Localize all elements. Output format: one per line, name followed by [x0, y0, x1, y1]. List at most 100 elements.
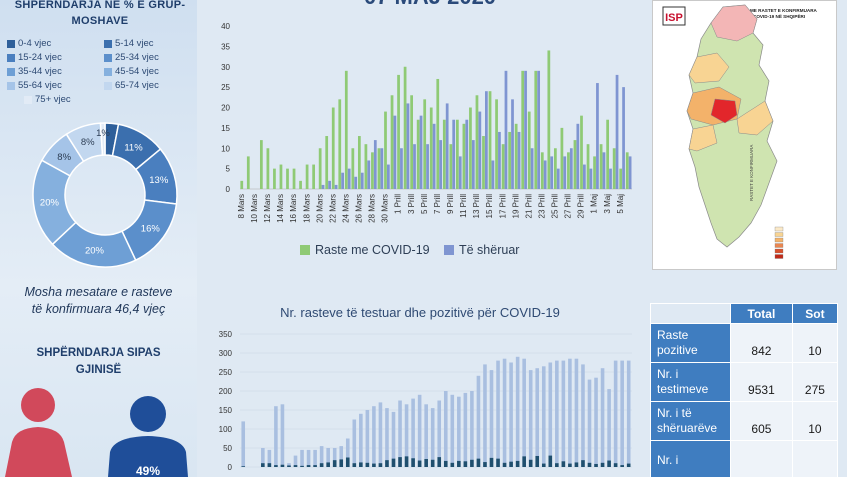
- map-legend-title: RASTET E KONFIRMUARA: [749, 145, 754, 201]
- legend-swatch: [104, 53, 112, 62]
- x-tick-label: 25 Prill: [551, 194, 560, 219]
- y-tick-label: 5: [226, 165, 231, 174]
- tests-bar: [476, 375, 481, 467]
- positive-bar: [372, 463, 376, 467]
- y-tick-label: 40: [221, 22, 230, 31]
- recovered-bar: [576, 123, 580, 189]
- tests-bar: [261, 448, 265, 467]
- recovered-bar: [537, 70, 541, 189]
- recovered-bar: [387, 164, 390, 189]
- map-legend: [774, 226, 784, 259]
- recovered-bar: [485, 91, 488, 189]
- x-tick-label: 20 Mars: [315, 194, 324, 223]
- cases-bar: [286, 168, 289, 189]
- tests-bar: [293, 455, 298, 467]
- positive-bar: [430, 459, 435, 467]
- tests-chart-title: Nr. rasteve të testuar dhe pozitivë për …: [280, 305, 560, 320]
- x-tick-label: 29 Prill: [577, 194, 586, 219]
- positive-bar: [574, 462, 579, 467]
- legend-label: 15-24 vjec: [18, 52, 62, 63]
- table-row: Nr. i të shëruarëve 605 10: [650, 401, 839, 441]
- positive-bar: [476, 458, 481, 467]
- x-tick-label: 11 Prill: [459, 194, 468, 218]
- tests-bar: [424, 404, 428, 467]
- tests-bar: [457, 396, 461, 467]
- y-tick-label: 25: [221, 83, 230, 92]
- recovered-bar: [596, 83, 599, 189]
- tests-bar: [600, 368, 605, 467]
- donut-slice-label: 1%: [96, 128, 110, 139]
- cases-bar: [482, 136, 485, 189]
- recovered-bar: [328, 180, 331, 189]
- x-tick-label: 5 Prill: [420, 194, 429, 214]
- y-tick-label: 200: [219, 387, 233, 396]
- cases-bar: [384, 111, 387, 189]
- y-tick-label: 10: [221, 144, 230, 153]
- map-title-line2: ME COVID-19 NË SHQIPËRI: [745, 13, 805, 19]
- female-figure-icon: [21, 388, 55, 422]
- y-tick-label: 20: [221, 104, 230, 113]
- age-legend-item: 0-4 vjec: [7, 38, 51, 49]
- legend-label: 25-34 vjec: [115, 52, 159, 63]
- row-today: [791, 440, 839, 477]
- age-legend-item: 35-44 vjec: [7, 66, 62, 77]
- tests-bar: [568, 358, 572, 467]
- cases-bar: [580, 115, 583, 189]
- cases-bar: [534, 70, 538, 189]
- cases-bar: [397, 74, 400, 189]
- positive-bar: [437, 457, 442, 467]
- average-age-note: Mosha mesatare e rasteve të konfirmuara …: [0, 284, 197, 318]
- cases-bar: [599, 144, 603, 189]
- legend-label: 35-44 vjec: [18, 66, 62, 77]
- cases-bar: [410, 95, 414, 189]
- legend-label: 55-64 vjec: [18, 80, 62, 91]
- positive-bar: [607, 460, 611, 467]
- tests-bar: [528, 370, 533, 467]
- legend-swatch: [7, 53, 15, 62]
- y-tick-label: 35: [221, 42, 230, 51]
- positive-bar: [404, 456, 409, 467]
- cases-bar: [390, 95, 394, 189]
- isp-logo: ISP: [662, 6, 686, 26]
- legend-swatch: [7, 39, 15, 48]
- cases-bar: [436, 78, 440, 189]
- tests-bar: [339, 446, 344, 467]
- positive-bar: [280, 464, 285, 467]
- cases-bar: [318, 148, 322, 189]
- tests-bar: [509, 362, 513, 467]
- cases-bar: [449, 144, 453, 189]
- x-tick-label: 7 Prill: [433, 194, 442, 214]
- x-tick-label: 1 Maj: [590, 194, 599, 214]
- row-today: 275: [791, 362, 839, 402]
- legend-label: 45-54 vjec: [115, 66, 159, 77]
- female-body-icon: [5, 427, 72, 477]
- cases-bar: [625, 152, 629, 189]
- positive-bar: [457, 460, 461, 467]
- y-tick-label: 100: [219, 425, 233, 434]
- cases-bar: [586, 144, 590, 189]
- recovered-bar: [400, 148, 403, 189]
- map-card: ISP HARTA ME RASTET E KONFIRMUARA ME COV…: [652, 0, 837, 270]
- svg-text:ISP: ISP: [665, 12, 683, 24]
- gender-title-line2: GJINISË: [75, 364, 122, 376]
- donut-slice-label: 11%: [124, 142, 143, 153]
- row-total: [730, 440, 793, 477]
- x-tick-label: 16 Mars: [289, 194, 298, 223]
- y-tick-label: 250: [219, 368, 233, 377]
- positive-bar: [561, 461, 566, 467]
- positive-bar: [365, 462, 370, 467]
- recovered-bar: [569, 148, 573, 189]
- x-tick-label: 14 Mars: [276, 194, 285, 223]
- cases-bar: [514, 123, 518, 189]
- cases-bar: [357, 136, 361, 189]
- x-tick-label: 24 Mars: [341, 194, 350, 223]
- cases-bar: [547, 50, 551, 190]
- positive-bar: [515, 460, 520, 467]
- recovered-bar: [517, 131, 521, 189]
- cases-bar: [475, 95, 479, 189]
- cases-bar: [338, 99, 342, 189]
- tests-bar: [280, 404, 285, 467]
- x-tick-label: 3 Prill: [407, 194, 416, 214]
- recovered-bar: [491, 160, 495, 189]
- x-tick-label: 18 Mars: [302, 194, 311, 223]
